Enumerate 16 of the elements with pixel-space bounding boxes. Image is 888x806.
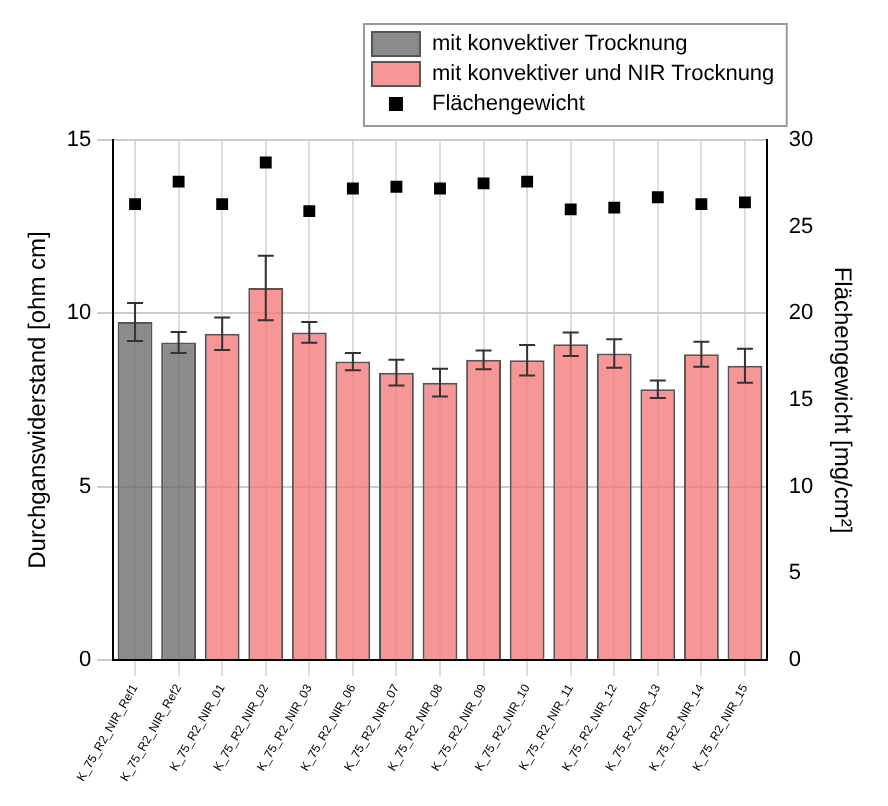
legend-label: mit konvektiver Trocknung xyxy=(431,32,688,57)
y2-tick-label: 15 xyxy=(788,388,814,413)
y-tick-label: 15 xyxy=(66,128,92,153)
y-tick-label: 10 xyxy=(66,301,92,326)
y-tick-label: 5 xyxy=(79,474,92,499)
y-axis-title: Durchganswiderstand [ohm cm] xyxy=(23,231,52,569)
y2-tick-label: 10 xyxy=(788,474,814,499)
legend-label: Flächengewicht xyxy=(431,92,585,117)
y-tick-label: 0 xyxy=(79,648,92,673)
y2-axis-title: Flächengewicht [mg/cm²] xyxy=(828,266,857,534)
y2-tick-label: 5 xyxy=(788,561,801,586)
y2-tick-label: 25 xyxy=(788,214,814,239)
y2-tick-label: 30 xyxy=(788,128,814,153)
y2-tick-label: 20 xyxy=(788,301,814,326)
legend-label: mit konvektiver und NIR Trocknung xyxy=(431,62,775,87)
y2-tick-label: 0 xyxy=(788,648,801,673)
